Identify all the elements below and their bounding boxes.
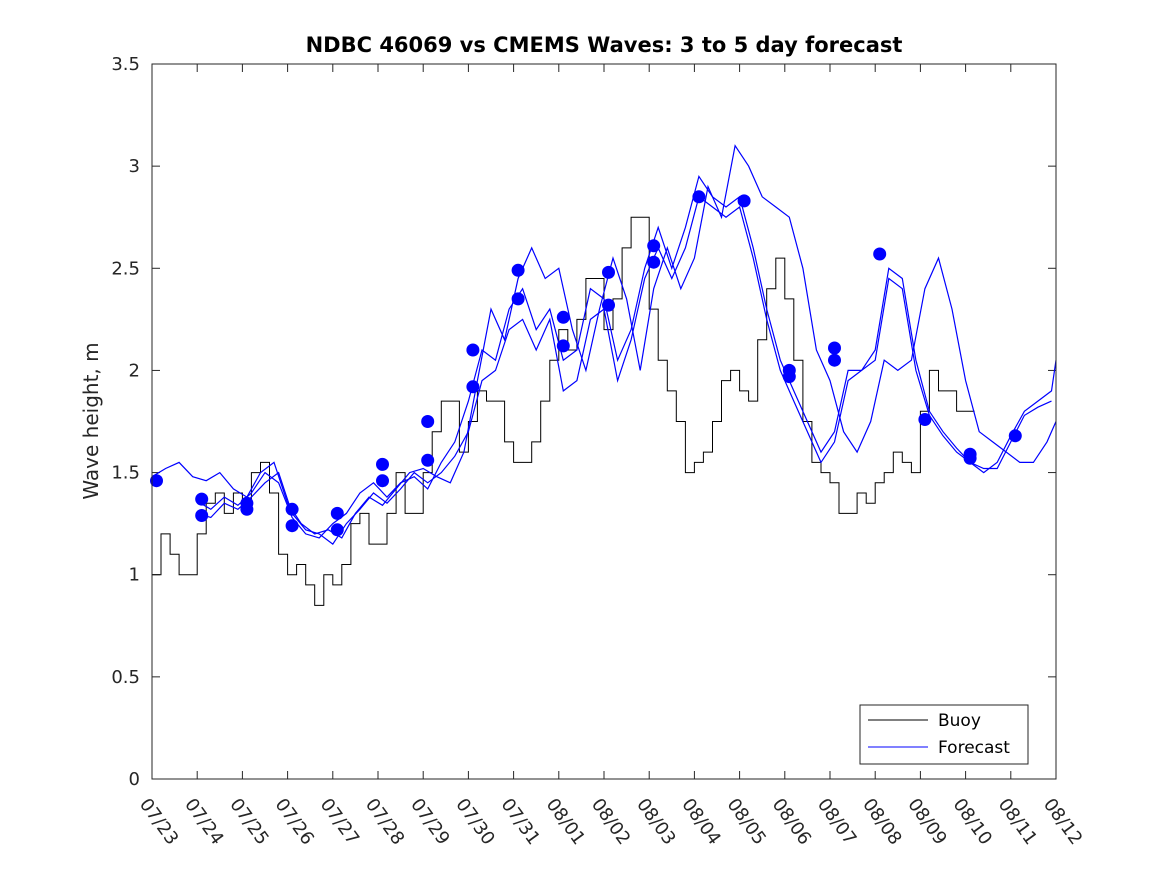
forecast-marker	[963, 451, 977, 465]
forecast-marker	[556, 339, 570, 353]
forecast-marker	[285, 502, 299, 516]
y-tick-label: 2.5	[111, 258, 140, 279]
forecast-marker	[195, 509, 209, 522]
forecast-marker	[647, 239, 661, 253]
forecast-marker	[421, 453, 435, 467]
axes-frame	[151, 63, 1057, 780]
forecast-line	[151, 144, 1057, 539]
forecast-marker	[556, 310, 570, 324]
forecast-marker	[285, 519, 299, 533]
forecast-marker	[511, 263, 525, 277]
forecast-marker	[376, 474, 389, 488]
forecast-marker	[828, 341, 841, 355]
forecast-marker	[466, 380, 480, 394]
forecast-marker	[240, 502, 254, 516]
forecast-marker	[692, 190, 706, 204]
forecast-marker	[602, 298, 615, 312]
forecast-marker	[918, 413, 932, 426]
forecast-marker	[421, 415, 435, 428]
legend-box	[859, 704, 1029, 765]
y-tick-label: 1	[129, 565, 140, 586]
forecast-marker	[511, 292, 525, 306]
forecast-marker	[782, 370, 796, 384]
legend-buoy-label: Buoy	[938, 711, 981, 731]
forecast-marker	[466, 343, 480, 357]
buoy-line	[152, 216, 975, 606]
legend-forecast-label: Forecast	[938, 738, 1010, 758]
forecast-marker	[150, 474, 163, 488]
y-tick-label: 3	[129, 156, 140, 177]
forecast-markers	[150, 190, 1022, 537]
forecast-marker	[1008, 429, 1022, 443]
forecast-marker	[330, 523, 344, 537]
plot-area	[152, 64, 1056, 779]
forecast-marker	[647, 255, 661, 269]
y-tick-label: 3.5	[111, 54, 140, 75]
forecast-marker	[376, 457, 389, 471]
forecast-marker	[737, 194, 751, 208]
forecast-marker	[828, 353, 841, 367]
y-tick-label: 2	[129, 360, 140, 381]
y-tick-label: 1.5	[111, 463, 140, 484]
forecast-marker	[873, 247, 887, 261]
chart-title: NDBC 46069 vs CMEMS Waves: 3 to 5 day fo…	[306, 33, 903, 57]
y-tick-label: 0.5	[111, 667, 140, 688]
forecast-marker	[195, 492, 209, 506]
forecast-marker	[330, 506, 344, 520]
y-tick-label: 0	[129, 769, 140, 790]
y-axis-label: Wave height, m	[79, 342, 103, 499]
buoy-series	[152, 216, 975, 606]
forecast-marker	[602, 265, 615, 279]
legend: Buoy Forecast	[859, 704, 1029, 765]
